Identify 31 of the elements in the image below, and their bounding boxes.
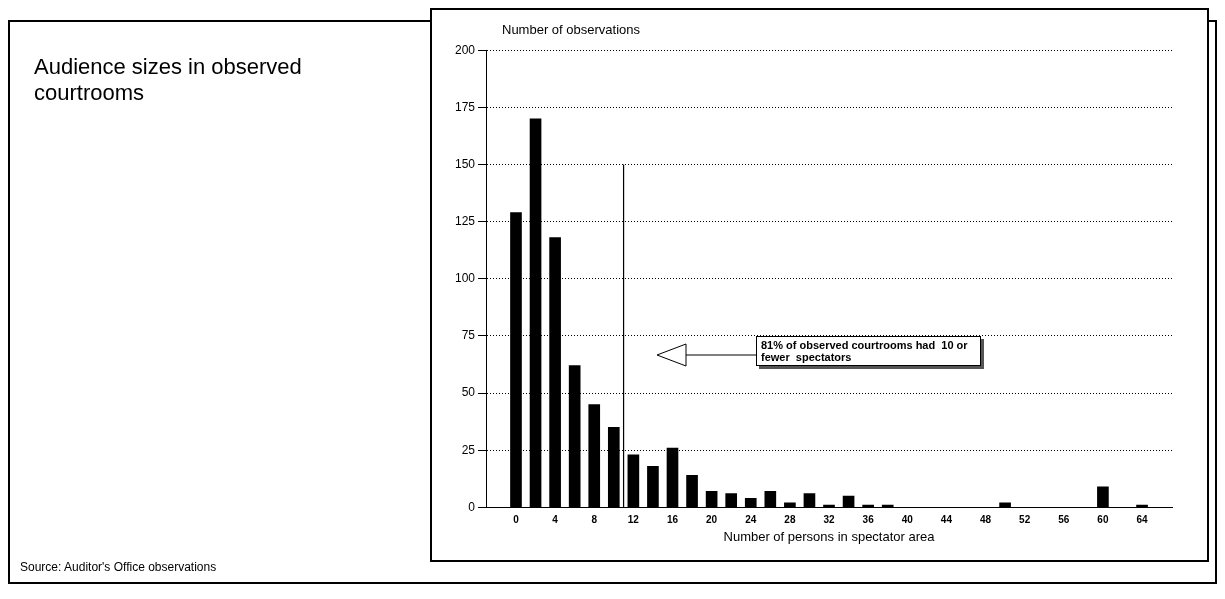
y-axis-title: Number of observations: [502, 22, 641, 37]
x-tick-label: 24: [745, 514, 757, 526]
annotation: 81% of observed courtrooms had 10 or fewer spectators: [756, 336, 981, 366]
x-tick-label: 40: [901, 514, 914, 526]
y-tick-label: 25: [461, 442, 476, 457]
y-tick-label: 50: [461, 385, 476, 400]
y-tick-label: 175: [454, 99, 476, 114]
x-axis-title: Number of persons in spectator area: [723, 528, 936, 544]
x-tick-label: 20: [706, 514, 718, 526]
source-note: Source: Auditor's Office observations: [20, 560, 217, 574]
x-tick-label: 56: [1058, 514, 1070, 526]
y-tick-label: 75: [461, 328, 476, 343]
x-tick-label: 16: [666, 514, 679, 526]
x-tick-label: 64: [1136, 514, 1149, 526]
x-tick-label: 36: [862, 514, 875, 526]
y-tick-label: 150: [454, 156, 476, 171]
text: Audience sizes in observed courtrooms: [34, 54, 303, 106]
x-tick-label: 48: [979, 514, 992, 526]
x-tick-label: 52: [1019, 514, 1031, 526]
y-tick-label: 100: [454, 271, 476, 286]
y-tick-label: 125: [454, 213, 476, 228]
x-tick-label: 12: [627, 514, 640, 526]
x-tick-label: 28: [784, 514, 796, 526]
x-tick-label: 4: [552, 514, 559, 526]
x-tick-label: 60: [1097, 514, 1109, 526]
x-tick-label: 8: [591, 514, 598, 526]
y-tick-label: 200: [454, 42, 476, 57]
x-tick-label: 32: [823, 514, 836, 526]
y-tick-label: 0: [468, 499, 476, 514]
x-tick-label: 44: [940, 514, 953, 526]
x-tick-label: 0: [513, 514, 520, 526]
